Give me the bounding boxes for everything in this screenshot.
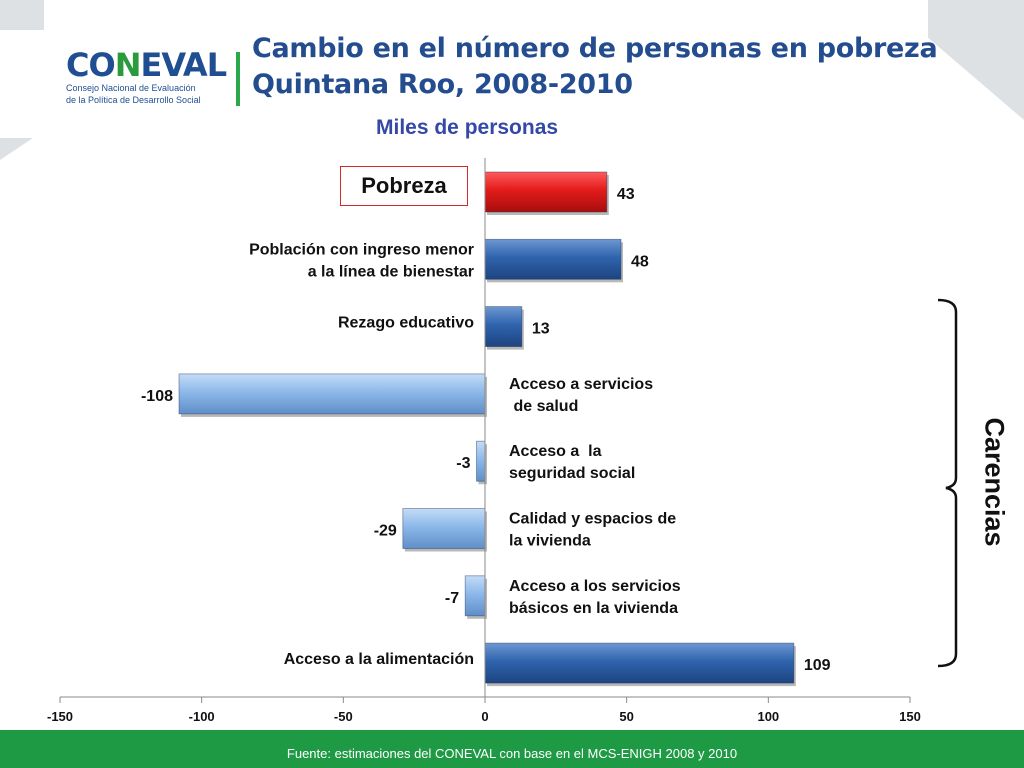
value-label: -3 bbox=[456, 455, 470, 472]
x-tick-label: 150 bbox=[899, 709, 921, 724]
coneval-logo: CONEVAL Consejo Nacional de Evaluación d… bbox=[66, 46, 227, 106]
category-label: la vivienda bbox=[509, 533, 591, 550]
x-tick-label: -100 bbox=[189, 709, 215, 724]
logo-text-b: EVAL bbox=[140, 46, 227, 84]
chart-subtitle: Miles de personas bbox=[376, 116, 559, 139]
category-label: seguridad social bbox=[509, 465, 635, 482]
value-label: 13 bbox=[532, 321, 550, 338]
labels-layer: 43 48 Población con ingreso menor a la líne… bbox=[141, 186, 831, 674]
footer-bar: Fuente: estimaciones del CONEVAL con bas… bbox=[0, 730, 1024, 768]
pobreza-highlight-box: Pobreza bbox=[340, 166, 468, 206]
title-line-1: Cambio en el número de personas en pobre… bbox=[252, 33, 938, 64]
bar bbox=[484, 238, 622, 280]
x-axis: -150 -100 -50 0 50 100 150 bbox=[47, 158, 921, 724]
category-label: Acceso a los servicios bbox=[509, 578, 681, 595]
category-label: Acceso a la bbox=[509, 443, 602, 460]
header-background-tail bbox=[0, 30, 44, 138]
value-label: -7 bbox=[445, 590, 459, 607]
x-tick-label: 50 bbox=[619, 709, 633, 724]
logo-text-a: CO bbox=[66, 46, 116, 84]
x-tick-label: 0 bbox=[481, 709, 488, 724]
category-label: Población con ingreso menor bbox=[249, 241, 474, 258]
category-label: básicos en la vivienda bbox=[509, 600, 678, 617]
carencias-bracket bbox=[937, 298, 958, 668]
bar bbox=[484, 642, 795, 684]
header-divider bbox=[236, 52, 240, 106]
category-label: Acceso a servicios bbox=[509, 376, 653, 393]
value-label: -29 bbox=[374, 523, 397, 540]
bar-chart: -150 -100 -50 0 50 100 150 43 48 Población con i… bbox=[47, 158, 958, 724]
value-label: 109 bbox=[804, 657, 831, 674]
value-label: 48 bbox=[631, 253, 649, 270]
category-label: Rezago educativo bbox=[338, 315, 474, 332]
bar bbox=[484, 306, 523, 348]
bar bbox=[464, 575, 486, 617]
footer-source: Fuente: estimaciones del CONEVAL con bas… bbox=[286, 746, 738, 761]
category-label: de salud bbox=[509, 398, 578, 415]
logo-wordmark: CONEVAL bbox=[66, 46, 227, 84]
value-label: 43 bbox=[617, 186, 635, 203]
bars-layer bbox=[178, 171, 796, 687]
x-tick-label: -50 bbox=[334, 709, 353, 724]
bar bbox=[402, 508, 486, 549]
category-label: Acceso a la alimentación bbox=[284, 651, 474, 668]
category-label: Calidad y espacios de bbox=[509, 511, 676, 528]
logo-text-n: N bbox=[114, 46, 142, 84]
x-tick-label: 100 bbox=[757, 709, 779, 724]
value-label: -108 bbox=[141, 388, 173, 405]
header-background bbox=[44, 0, 928, 138]
logo-subtitle-line2: de la Política de Desarrollo Social bbox=[66, 95, 201, 105]
carencias-label: Carencias bbox=[979, 417, 1010, 547]
title-line-2: Quintana Roo, 2008-2010 bbox=[252, 69, 633, 100]
x-tick-label: -150 bbox=[47, 709, 73, 724]
bar bbox=[484, 171, 608, 213]
logo-subtitle-line1: Consejo Nacional de Evaluación bbox=[66, 83, 196, 93]
page-title: Cambio en el número de personas en pobre… bbox=[252, 31, 938, 103]
bar bbox=[476, 440, 486, 482]
category-label: a la línea de bienestar bbox=[308, 263, 474, 280]
bar bbox=[178, 373, 486, 415]
